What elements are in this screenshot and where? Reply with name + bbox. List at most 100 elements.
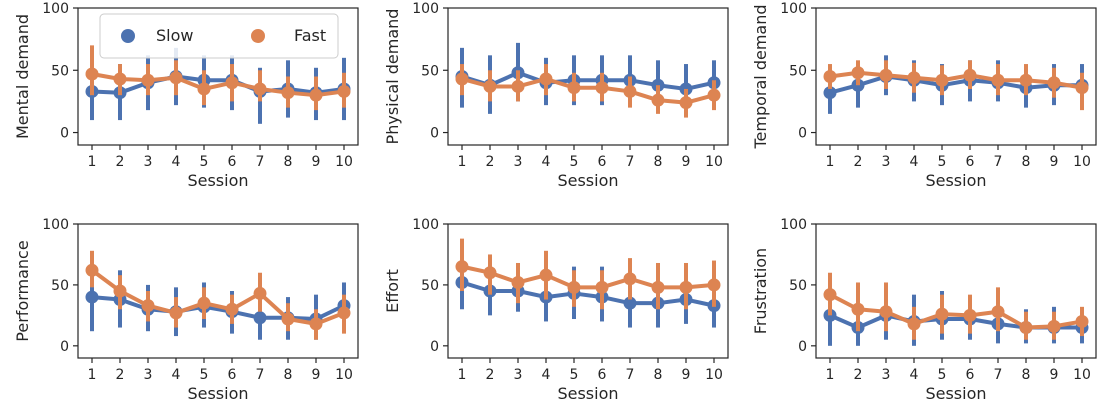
y-axis-label: Frustration: [751, 248, 770, 334]
x-tick-label: 9: [682, 367, 691, 383]
x-tick-label: 2: [486, 367, 495, 383]
data-point: [455, 260, 469, 274]
data-point: [907, 317, 921, 331]
x-tick-label: 9: [312, 367, 321, 383]
y-tick-label: 0: [430, 339, 439, 355]
x-tick-label: 2: [116, 367, 125, 383]
data-point: [595, 81, 609, 95]
data-point: [253, 311, 267, 325]
x-tick-label: 1: [826, 154, 835, 170]
data-point: [309, 317, 323, 331]
y-tick-label: 50: [421, 278, 439, 294]
x-tick-label: 7: [626, 154, 635, 170]
x-tick-label: 5: [938, 154, 947, 170]
data-point: [823, 86, 837, 100]
panel-6: 0 50 100 1 2 3 4 5 6 7 8 9 10 Session Frustration: [751, 217, 1097, 403]
data-point: [823, 70, 837, 83]
series-line: [91, 72, 345, 98]
x-tick-label: 5: [200, 154, 209, 170]
panel-3: 0 50 100 1 2 3 4 5 6 7 8 9 10 Session Temporal demand: [751, 1, 1097, 190]
data-point: [963, 68, 977, 82]
x-tick-label: 4: [542, 367, 551, 383]
y-axis-label: Mental demand: [13, 14, 32, 139]
data-point: [539, 268, 553, 282]
y-axis-label: Effort: [383, 269, 402, 313]
x-tick-label: 1: [826, 367, 835, 383]
data-point: [511, 79, 525, 93]
series-line: [461, 280, 715, 308]
data-point: [679, 96, 693, 110]
x-tick-label: 2: [116, 154, 125, 170]
data-point: [707, 88, 721, 102]
data-point: [483, 266, 497, 280]
data-point: [935, 73, 949, 87]
data-point: [651, 280, 665, 294]
series-line: [829, 70, 1083, 90]
data-point: [935, 307, 949, 321]
data-point: [1075, 81, 1089, 95]
x-tick-label: 5: [938, 367, 947, 383]
x-tick-label: 3: [882, 154, 891, 170]
panel-1: 0 50 100 1 2 3 4 5 6 7 8 9 10 Session Mental demand: [13, 1, 359, 190]
x-tick-label: 4: [542, 154, 551, 170]
x-tick-label: 7: [256, 154, 265, 170]
series-line: [91, 74, 345, 95]
x-tick-label: 6: [966, 154, 975, 170]
legend-marker-slow: [121, 29, 135, 43]
x-tick-label: 8: [284, 154, 293, 170]
axes-frame: [77, 223, 359, 359]
data-point: [337, 84, 351, 98]
data-point: [991, 305, 1005, 319]
data-point: [679, 280, 693, 294]
x-tick-label: 6: [598, 154, 607, 170]
series-line: [461, 76, 715, 105]
x-axis-label: Session: [557, 384, 618, 403]
data-point: [281, 312, 295, 326]
legend-marker-fast: [251, 29, 265, 43]
x-tick-label: 2: [854, 154, 863, 170]
data-point: [595, 280, 609, 294]
data-point: [963, 308, 977, 322]
x-tick-label: 2: [854, 367, 863, 383]
x-tick-label: 10: [705, 367, 723, 383]
series-fast: [823, 60, 1089, 111]
legend: Slow Fast: [99, 13, 339, 59]
y-tick-label: 50: [51, 63, 69, 79]
series-line: [461, 70, 715, 91]
axes-frame: [447, 7, 729, 146]
series-line: [829, 292, 1083, 330]
x-tick-label: 5: [200, 367, 209, 383]
x-tick-label: 7: [256, 367, 265, 383]
data-point: [879, 305, 893, 319]
x-tick-label: 7: [994, 154, 1003, 170]
x-tick-label: 3: [144, 154, 153, 170]
x-tick-label: 8: [654, 367, 663, 383]
series-fast: [823, 272, 1089, 340]
panel-4: 0 50 100 1 2 3 4 5 6 7 8 9 10 Session Performance: [13, 217, 359, 403]
data-point: [141, 73, 155, 87]
x-tick-label: 1: [88, 154, 97, 170]
series-fast: [455, 64, 721, 118]
x-tick-label: 9: [1050, 154, 1059, 170]
series-line: [91, 295, 345, 322]
data-point: [1047, 76, 1061, 90]
data-point: [169, 306, 183, 320]
x-tick-label: 1: [88, 367, 97, 383]
data-point: [309, 88, 323, 102]
panel-2: 0 50 100 1 2 3 4 5 6 7 8 9 10 Session Physical demand: [383, 1, 729, 190]
x-tick-label: 7: [994, 367, 1003, 383]
x-tick-label: 9: [1050, 367, 1059, 383]
data-point: [707, 278, 721, 292]
x-tick-label: 2: [486, 154, 495, 170]
x-tick-label: 4: [910, 154, 919, 170]
panel-5: 0 50 100 1 2 3 4 5 6 7 8 9 10 Session Effort: [383, 217, 729, 403]
data-point: [225, 302, 239, 316]
data-point: [1047, 319, 1061, 333]
x-tick-label: 4: [172, 154, 181, 170]
x-tick-label: 4: [172, 367, 181, 383]
x-tick-label: 4: [910, 367, 919, 383]
y-tick-label: 100: [412, 1, 439, 17]
data-point: [483, 79, 497, 93]
y-axis-label: Performance: [13, 240, 32, 341]
x-tick-label: 9: [682, 154, 691, 170]
